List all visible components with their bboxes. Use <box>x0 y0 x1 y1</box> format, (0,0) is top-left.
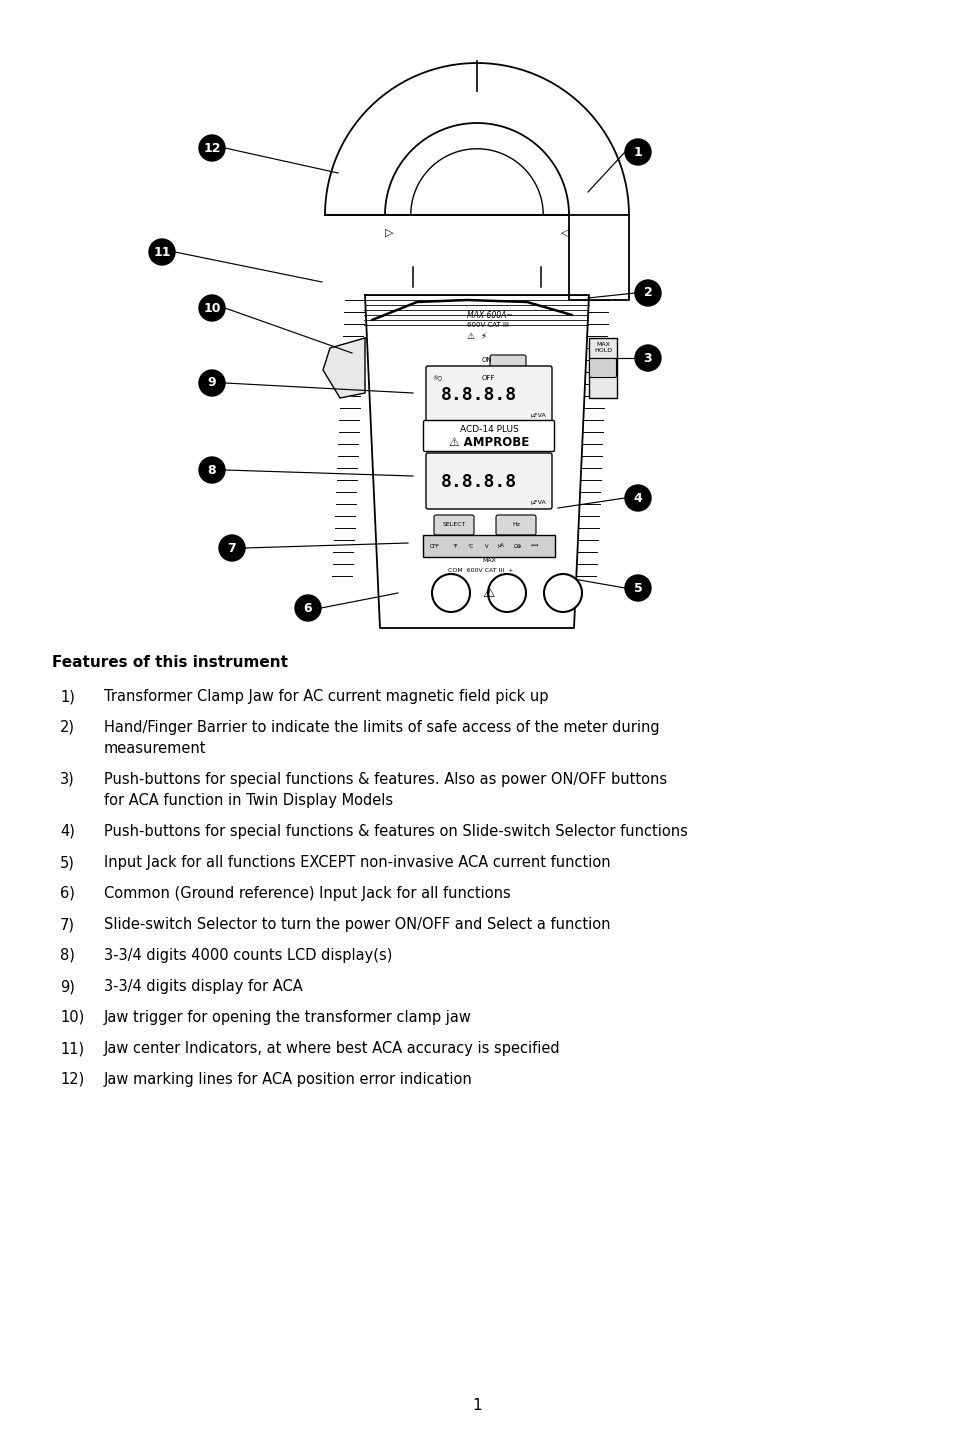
Text: for ACA function in Twin Display Models: for ACA function in Twin Display Models <box>104 793 393 808</box>
Text: Hand/Finger Barrier to indicate the limits of safe access of the meter during: Hand/Finger Barrier to indicate the limi… <box>104 720 659 734</box>
Circle shape <box>199 457 225 483</box>
Circle shape <box>624 575 650 601</box>
Text: 8.8.8.8: 8.8.8.8 <box>440 387 517 404</box>
Circle shape <box>635 280 660 306</box>
Text: 3): 3) <box>60 772 74 787</box>
Circle shape <box>294 595 320 621</box>
Circle shape <box>199 295 225 320</box>
Text: ⟺: ⟺ <box>531 543 538 549</box>
Text: MAX: MAX <box>596 342 609 346</box>
Text: 1): 1) <box>60 688 74 704</box>
Text: 5: 5 <box>633 582 641 595</box>
Text: 1: 1 <box>633 145 641 158</box>
Circle shape <box>488 573 525 612</box>
Text: ®○: ®○ <box>432 375 442 381</box>
Text: Jaw trigger for opening the transformer clamp jaw: Jaw trigger for opening the transformer … <box>104 1010 472 1025</box>
Text: 8.8.8.8: 8.8.8.8 <box>440 473 517 491</box>
Text: 12: 12 <box>203 141 220 155</box>
Text: 10: 10 <box>203 302 220 315</box>
Text: HOLD: HOLD <box>594 349 612 354</box>
Text: 8: 8 <box>208 464 216 477</box>
Text: 1: 1 <box>472 1398 481 1413</box>
Text: 5): 5) <box>60 855 74 869</box>
Text: 6: 6 <box>303 602 312 615</box>
Text: 7: 7 <box>228 542 236 555</box>
Text: SELECT: SELECT <box>442 523 465 527</box>
Polygon shape <box>325 63 628 300</box>
Text: 11: 11 <box>153 246 171 259</box>
Text: °C: °C <box>467 543 474 549</box>
Text: µFVA: µFVA <box>530 500 545 504</box>
FancyBboxPatch shape <box>423 421 554 451</box>
Circle shape <box>219 535 245 560</box>
Text: ▷: ▷ <box>384 228 393 239</box>
Circle shape <box>624 486 650 512</box>
Bar <box>588 338 617 398</box>
Text: 9): 9) <box>60 979 74 994</box>
Text: ◁: ◁ <box>560 228 569 239</box>
Text: 4: 4 <box>633 491 641 504</box>
Text: OFF: OFF <box>481 375 495 381</box>
Text: measurement: measurement <box>104 741 206 756</box>
Text: Transformer Clamp Jaw for AC current magnetic field pick up: Transformer Clamp Jaw for AC current mag… <box>104 688 548 704</box>
Polygon shape <box>323 338 365 398</box>
Text: 2: 2 <box>643 286 652 299</box>
Circle shape <box>199 369 225 397</box>
Circle shape <box>149 239 174 264</box>
Text: Hz: Hz <box>512 523 519 527</box>
FancyBboxPatch shape <box>490 355 525 376</box>
Text: Push-buttons for special functions & features. Also as power ON/OFF buttons: Push-buttons for special functions & fea… <box>104 772 666 787</box>
Text: 9: 9 <box>208 376 216 389</box>
Text: OFF: OFF <box>430 543 439 549</box>
Circle shape <box>543 573 581 612</box>
Text: 12): 12) <box>60 1072 84 1086</box>
Text: 7): 7) <box>60 917 75 933</box>
Text: MAX: MAX <box>481 558 496 562</box>
Text: 3-3/4 digits 4000 counts LCD display(s): 3-3/4 digits 4000 counts LCD display(s) <box>104 948 392 963</box>
Text: 6): 6) <box>60 887 74 901</box>
Circle shape <box>624 139 650 165</box>
Text: ⚠ AMPROBE: ⚠ AMPROBE <box>449 435 529 448</box>
Text: µA: µA <box>497 543 504 549</box>
Text: ACD-14 PLUS: ACD-14 PLUS <box>459 425 517 434</box>
FancyBboxPatch shape <box>426 453 552 509</box>
Text: COM  600V CAT III  +: COM 600V CAT III + <box>448 568 513 572</box>
FancyBboxPatch shape <box>496 514 536 535</box>
Text: 10): 10) <box>60 1010 84 1025</box>
Polygon shape <box>365 295 588 628</box>
Text: ON: ON <box>481 356 492 364</box>
Text: Slide-switch Selector to turn the power ON/OFF and Select a function: Slide-switch Selector to turn the power … <box>104 917 610 933</box>
Text: Push-buttons for special functions & features on Slide-switch Selector functions: Push-buttons for special functions & fea… <box>104 823 687 839</box>
Text: 600V CAT III: 600V CAT III <box>467 322 509 328</box>
Text: 11): 11) <box>60 1040 84 1056</box>
Text: Common (Ground reference) Input Jack for all functions: Common (Ground reference) Input Jack for… <box>104 887 510 901</box>
FancyBboxPatch shape <box>434 514 474 535</box>
Text: Input Jack for all functions EXCEPT non-invasive ACA current function: Input Jack for all functions EXCEPT non-… <box>104 855 610 869</box>
Polygon shape <box>411 149 542 216</box>
Text: 3-3/4 digits display for ACA: 3-3/4 digits display for ACA <box>104 979 302 994</box>
Text: 3: 3 <box>643 352 652 365</box>
Circle shape <box>432 573 470 612</box>
Text: Jaw center Indicators, at where best ACA accuracy is specified: Jaw center Indicators, at where best ACA… <box>104 1040 560 1056</box>
Circle shape <box>635 345 660 371</box>
Text: ⚠  ⚡: ⚠ ⚡ <box>467 332 487 341</box>
FancyBboxPatch shape <box>426 366 552 422</box>
Text: ⚠: ⚠ <box>482 586 495 601</box>
Text: Jaw marking lines for ACA position error indication: Jaw marking lines for ACA position error… <box>104 1072 473 1086</box>
Text: µFVA: µFVA <box>530 412 545 418</box>
Text: 4): 4) <box>60 823 74 839</box>
Bar <box>422 535 555 558</box>
Text: Features of this instrument: Features of this instrument <box>52 655 288 670</box>
Circle shape <box>199 135 225 161</box>
Text: Ω⊕: Ω⊕ <box>514 543 521 549</box>
FancyBboxPatch shape <box>589 358 616 378</box>
Text: 2): 2) <box>60 720 75 734</box>
Text: MAX 600A~: MAX 600A~ <box>467 310 512 319</box>
Text: °F: °F <box>452 543 457 549</box>
Text: 8): 8) <box>60 948 74 963</box>
Text: V: V <box>485 543 488 549</box>
